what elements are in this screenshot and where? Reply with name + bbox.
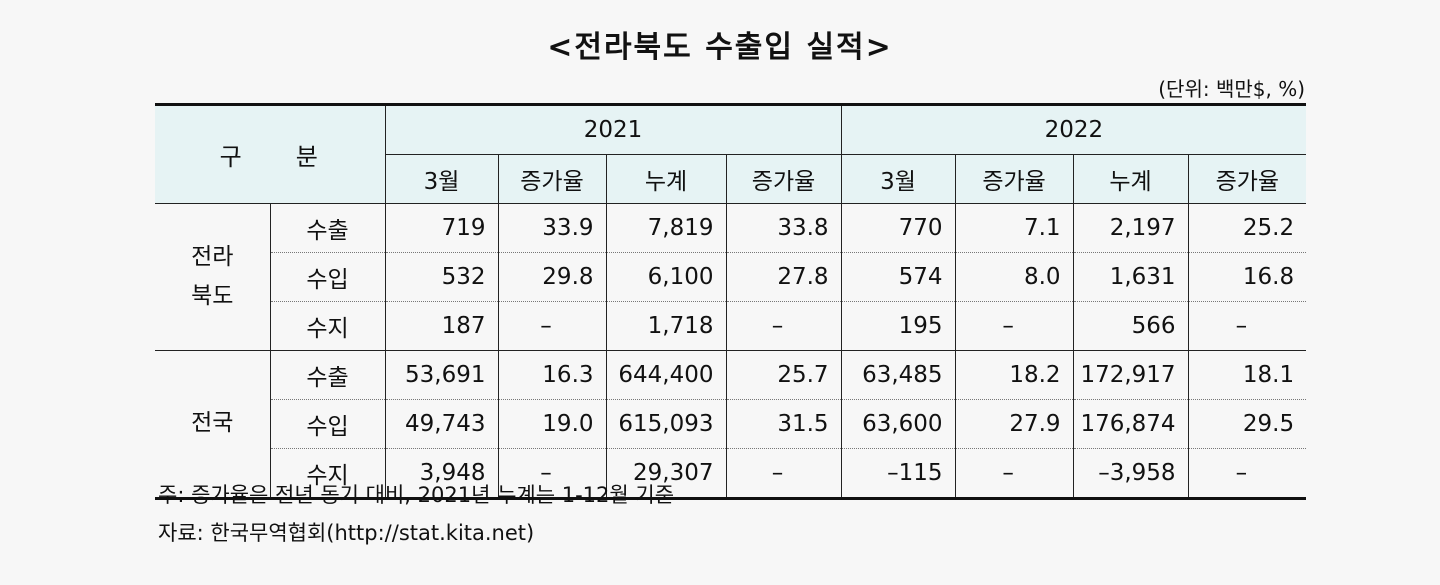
region-cell: 전국	[155, 350, 271, 500]
column-header: 증가율	[955, 154, 1074, 204]
value-cell: 2,197	[1073, 203, 1189, 253]
table-row: 수입 49,743 19.0 615,093 31.5 63,600 27.9 …	[155, 399, 1307, 449]
item-cell: 수지	[270, 301, 386, 351]
value-cell: 29.5	[1188, 399, 1307, 449]
table-row: 수지 187 – 1,718 – 195 – 566 –	[155, 301, 1306, 351]
trade-table: 구 분 2021 2022 3월 증가율 누계 증가율 3월 증가율 누계 증가…	[155, 103, 1307, 500]
table-row: 전라 북도 수출 719 33.9 7,819 33.8 770 7.1 2,1…	[155, 203, 1307, 351]
value-cell: 615,093	[606, 399, 727, 449]
column-header: 3월	[385, 154, 499, 204]
value-cell: 187	[385, 301, 499, 351]
table-row: 수입 532 29.8 6,100 27.8 574 8.0 1,631 16.…	[155, 252, 1307, 302]
column-header: 누계	[606, 154, 727, 204]
value-cell: 18.2	[955, 350, 1074, 400]
value-cell: 16.8	[1188, 252, 1307, 302]
value-cell: 176,874	[1073, 399, 1189, 449]
value-cell: 31.5	[726, 399, 842, 449]
page-title: <전라북도 수출입 실적>	[547, 30, 893, 65]
value-cell: 16.3	[498, 350, 607, 400]
value-cell: 7.1	[955, 203, 1074, 253]
footnotes: 주: 증가율은 전년 동기 대비, 2021년 누계는 1-12월 기준 자료:…	[158, 476, 674, 552]
footnote-source: 자료: 한국무역협회(http://stat.kita.net)	[158, 521, 535, 545]
value-cell: 25.7	[726, 350, 842, 400]
value-cell: 574	[841, 252, 956, 302]
value-cell: 29.8	[498, 252, 607, 302]
item-cell: 수입	[270, 252, 386, 302]
header-row-years: 구 분 2021 2022	[155, 103, 1307, 204]
table-row: 수지 3,948 – 29,307 – –115 – –3,958 –	[155, 448, 1307, 500]
item-cell: 수입	[270, 399, 386, 449]
value-cell: 8.0	[955, 252, 1074, 302]
value-cell: 33.9	[498, 203, 607, 253]
year-header-2022: 2022	[841, 103, 1307, 155]
region-label: 전국	[191, 410, 234, 437]
value-cell: –	[955, 301, 1074, 351]
column-header: 누계	[1073, 154, 1189, 204]
footnote-basis: 주: 증가율은 전년 동기 대비, 2021년 누계는 1-12월 기준	[158, 483, 675, 507]
value-cell: 27.9	[955, 399, 1074, 449]
item-cell: 수출	[270, 350, 386, 400]
value-cell: –	[1235, 313, 1248, 339]
value-cell: –	[955, 448, 1074, 500]
value-cell: 644,400	[606, 350, 727, 400]
value-cell: –	[498, 448, 607, 500]
column-header: 증가율	[726, 154, 842, 204]
value-cell: 25.2	[1188, 203, 1307, 253]
region-label: 전라	[191, 243, 234, 270]
unit-label: (단위: 백만$, %)	[1158, 77, 1305, 101]
value-cell: –	[498, 301, 607, 351]
category-header: 구 분	[155, 103, 386, 204]
value-cell: 1,718	[606, 301, 727, 351]
value-cell: 719	[385, 203, 499, 253]
value-cell: –	[726, 448, 842, 500]
item-cell: 수지	[270, 448, 386, 500]
value-cell: 29,307	[606, 448, 727, 500]
item-cell: 수출	[270, 203, 386, 253]
value-cell: 18.1	[1188, 350, 1307, 400]
value-cell: 53,691	[385, 350, 499, 400]
value-cell: 566	[1073, 301, 1189, 351]
value-cell: –	[1188, 448, 1307, 500]
column-header: 3월	[841, 154, 956, 204]
value-cell: 195	[841, 301, 956, 351]
value-cell: –	[726, 301, 842, 351]
value-cell: –115	[841, 448, 956, 500]
year-header-2021: 2021	[385, 103, 842, 155]
value-cell: 6,100	[606, 252, 727, 302]
value-cell: 1,631	[1073, 252, 1189, 302]
value-cell: 172,917	[1073, 350, 1189, 400]
value-cell: –3,958	[1073, 448, 1189, 500]
value-cell: 27.8	[726, 252, 842, 302]
column-header: 증가율	[498, 154, 607, 204]
value-cell: 19.0	[498, 399, 607, 449]
value-cell: 7,819	[606, 203, 727, 253]
value-cell: 49,743	[385, 399, 499, 449]
column-header: 증가율	[1188, 154, 1307, 204]
value-cell: 33.8	[726, 203, 842, 253]
value-cell: 532	[385, 252, 499, 302]
value-cell: 770	[841, 203, 956, 253]
table-row: 전국 수출 53,691 16.3 644,400 25.7 63,485 18…	[155, 350, 1307, 500]
header-row-columns: 3월 증가율 누계 증가율 3월 증가율 누계 증가율	[155, 154, 1307, 204]
value-cell: 63,485	[841, 350, 956, 400]
region-cell: 전라 북도	[155, 203, 271, 351]
value-cell: 63,600	[841, 399, 956, 449]
value-cell: 3,948	[385, 448, 499, 500]
region-label: 북도	[191, 283, 234, 309]
